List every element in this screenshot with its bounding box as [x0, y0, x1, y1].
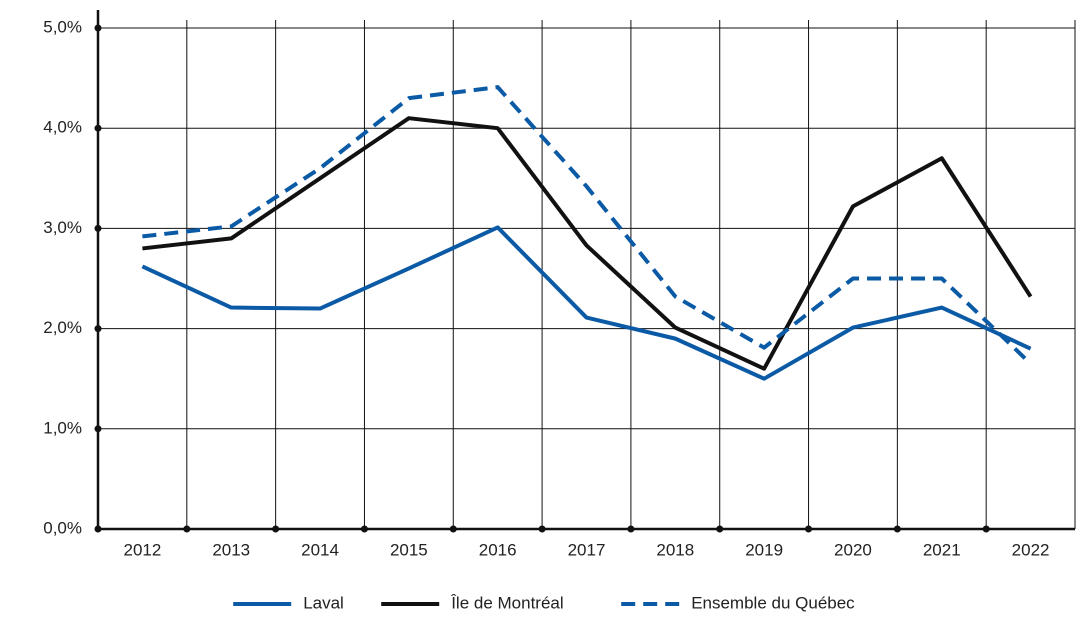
x-tick-dot — [272, 525, 280, 533]
y-tick-label: 0,0% — [43, 518, 82, 537]
series-line — [142, 116, 1033, 371]
x-tick-dot — [449, 525, 457, 533]
x-tick-label: 2022 — [1012, 540, 1050, 559]
x-tick-dot — [627, 525, 635, 533]
x-tick-dot — [538, 525, 546, 533]
y-tick-label: 1,0% — [43, 418, 82, 437]
x-tick-label: 2018 — [656, 540, 694, 559]
x-tick-label: 2020 — [834, 540, 872, 559]
y-tick-label: 4,0% — [43, 118, 82, 137]
legend-label: Ensemble du Québec — [691, 593, 855, 612]
x-tick-label: 2017 — [568, 540, 606, 559]
x-tick-label: 2013 — [212, 540, 250, 559]
x-tick-dot — [982, 525, 990, 533]
legend-label: Laval — [303, 593, 344, 612]
x-tick-dot — [716, 525, 724, 533]
series-line — [142, 85, 1032, 366]
x-tick-label: 2019 — [745, 540, 783, 559]
x-tick-dot — [183, 525, 191, 533]
x-tick-label: 2016 — [479, 540, 517, 559]
x-tick-label: 2021 — [923, 540, 961, 559]
x-tick-label: 2015 — [390, 540, 428, 559]
y-tick-label: 2,0% — [43, 318, 82, 337]
y-tick-label: 5,0% — [43, 17, 82, 36]
y-tick-label: 3,0% — [43, 218, 82, 237]
series-line — [141, 225, 1032, 381]
x-tick-label: 2012 — [123, 540, 161, 559]
legend-label: Île de Montréal — [450, 593, 563, 612]
x-tick-label: 2014 — [301, 540, 339, 559]
x-tick-dot — [805, 525, 813, 533]
x-tick-dot — [360, 525, 368, 533]
x-tick-dot — [893, 525, 901, 533]
